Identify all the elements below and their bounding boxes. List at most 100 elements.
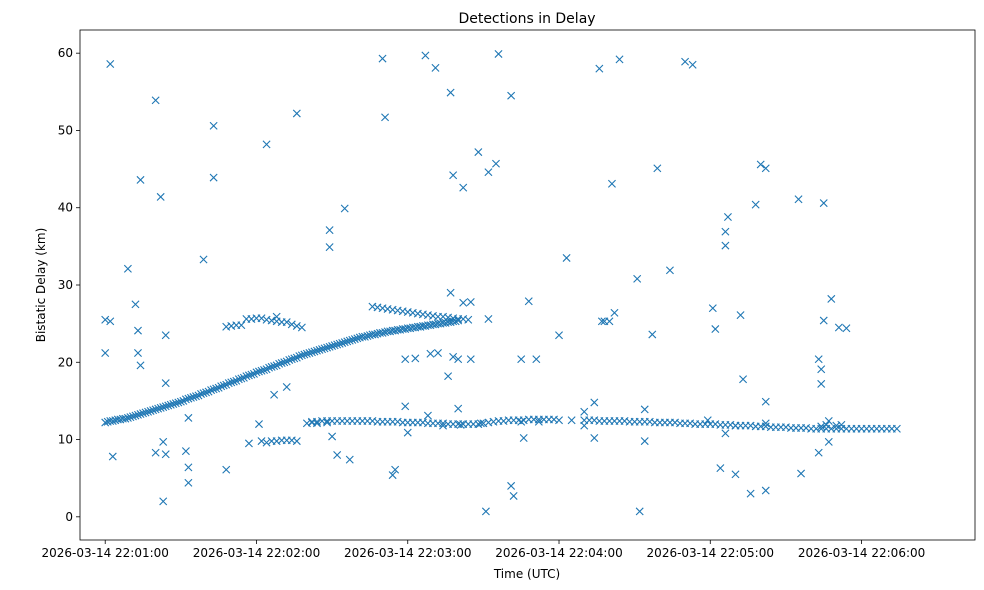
data-point	[640, 437, 649, 446]
data-point	[456, 420, 465, 429]
data-point	[292, 321, 301, 330]
data-point	[181, 447, 190, 456]
data-point	[439, 421, 448, 430]
data-point	[580, 407, 589, 416]
y-tick-label: 60	[58, 46, 73, 60]
data-point	[174, 398, 183, 407]
data-point	[507, 91, 516, 100]
data-point	[597, 317, 606, 326]
data-point	[348, 335, 357, 344]
data-point	[197, 389, 206, 398]
data-point	[312, 346, 321, 355]
data-point	[287, 355, 296, 364]
data-point	[257, 437, 266, 446]
data-point	[305, 349, 314, 357]
data-point	[615, 55, 624, 64]
data-point	[199, 389, 208, 398]
data-point	[295, 352, 304, 361]
data-point	[202, 388, 211, 397]
data-point	[401, 355, 410, 364]
data-point	[128, 412, 137, 421]
data-point	[449, 171, 458, 180]
data-point	[219, 381, 228, 390]
data-point	[590, 398, 599, 407]
data-point	[133, 349, 142, 357]
data-point	[164, 401, 173, 410]
series-track-upper	[222, 302, 473, 332]
data-point	[123, 264, 132, 273]
data-point	[434, 349, 442, 357]
data-point	[171, 399, 180, 408]
data-point	[817, 422, 826, 431]
data-point	[209, 385, 218, 394]
series-scatter	[101, 49, 851, 516]
data-point	[814, 448, 823, 457]
data-point	[320, 344, 329, 353]
data-point	[466, 355, 475, 364]
data-point	[721, 241, 730, 250]
data-point	[166, 400, 175, 409]
data-point	[653, 164, 662, 173]
data-point	[814, 355, 823, 364]
data-point	[310, 347, 319, 356]
data-point	[265, 363, 274, 372]
data-point	[827, 294, 836, 303]
data-point	[186, 393, 195, 402]
data-point	[431, 63, 440, 72]
data-point	[212, 384, 221, 393]
y-tick-label: 40	[58, 201, 73, 215]
data-point	[555, 416, 564, 425]
data-point	[159, 437, 168, 446]
data-point	[454, 355, 463, 364]
data-point	[411, 354, 420, 363]
data-point	[257, 366, 266, 375]
data-point	[270, 390, 279, 399]
data-point	[161, 450, 170, 459]
data-point	[161, 402, 170, 411]
data-point	[426, 349, 435, 358]
data-point	[156, 403, 165, 412]
data-point	[388, 471, 397, 480]
data-point	[237, 374, 246, 383]
data-point	[721, 429, 730, 438]
data-point	[108, 452, 117, 461]
data-point	[257, 314, 266, 323]
data-point	[136, 361, 145, 370]
data-point	[454, 316, 463, 325]
data-point	[247, 370, 256, 379]
data-point	[312, 419, 321, 428]
x-tick-label: 2026-03-14 22:01:00	[41, 546, 168, 560]
data-point	[534, 417, 543, 426]
data-point	[282, 383, 291, 391]
data-point	[169, 400, 178, 408]
data-point	[761, 419, 770, 428]
data-point	[292, 109, 301, 118]
data-point	[607, 179, 616, 188]
data-point	[297, 351, 306, 360]
data-point	[131, 300, 140, 309]
data-point	[255, 420, 263, 429]
x-tick-label: 2026-03-14 22:04:00	[495, 546, 622, 560]
data-point	[446, 288, 455, 297]
data-point	[136, 175, 145, 184]
x-axis-label: Time (UTC)	[493, 567, 560, 581]
data-point	[161, 379, 170, 388]
x-tick-label: 2026-03-14 22:03:00	[344, 546, 471, 560]
data-point	[517, 417, 526, 426]
data-point	[176, 397, 185, 406]
data-point	[272, 312, 281, 321]
data-point	[275, 359, 284, 368]
data-point	[716, 464, 725, 473]
data-point	[567, 416, 576, 425]
data-point	[121, 414, 130, 423]
data-point	[509, 491, 518, 500]
data-point	[751, 200, 760, 209]
data-point	[353, 334, 362, 343]
data-point	[108, 417, 117, 425]
data-point	[446, 88, 455, 97]
data-point	[562, 253, 571, 262]
data-point	[242, 372, 251, 381]
data-point	[136, 410, 145, 419]
